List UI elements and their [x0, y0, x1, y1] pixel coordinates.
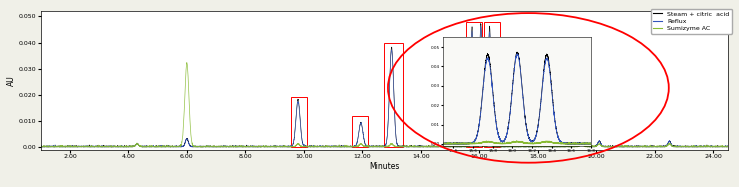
Y-axis label: AU: AU — [7, 75, 16, 86]
X-axis label: Minutes: Minutes — [369, 162, 400, 171]
Bar — [384, 43, 403, 147]
Bar — [290, 97, 307, 147]
Bar — [352, 116, 368, 147]
Legend: Steam + citric  acid, Reflux, Sumizyme AC: Steam + citric acid, Reflux, Sumizyme AC — [650, 9, 732, 34]
Bar — [466, 22, 483, 147]
Bar — [484, 22, 500, 147]
